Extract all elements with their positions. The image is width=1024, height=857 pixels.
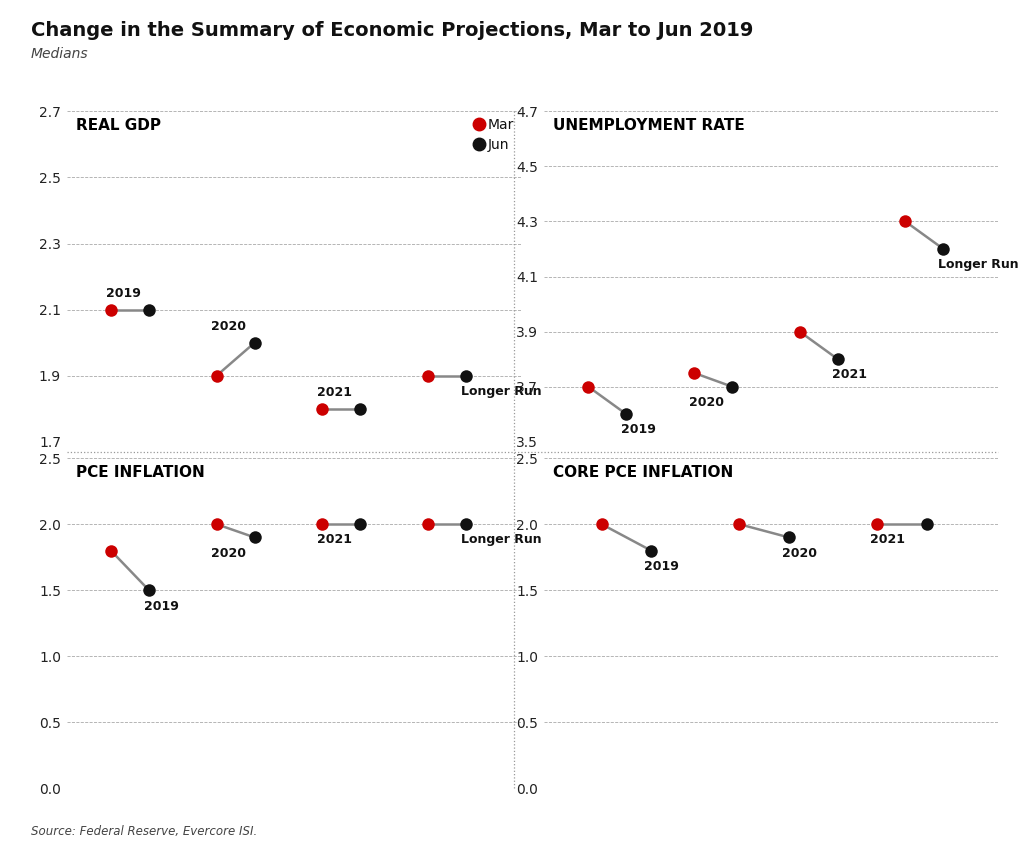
- Text: Source: Federal Reserve, Evercore ISI.: Source: Federal Reserve, Evercore ISI.: [31, 825, 257, 838]
- Text: Medians: Medians: [31, 47, 88, 61]
- Legend: Mar, Jun: Mar, Jun: [477, 118, 514, 152]
- Text: Longer Run: Longer Run: [461, 533, 542, 547]
- Text: 2019: 2019: [143, 600, 178, 613]
- Text: Change in the Summary of Economic Projections, Mar to Jun 2019: Change in the Summary of Economic Projec…: [31, 21, 753, 40]
- Text: UNEMPLOYMENT RATE: UNEMPLOYMENT RATE: [553, 118, 744, 133]
- Text: Longer Run: Longer Run: [938, 258, 1019, 272]
- Text: REAL GDP: REAL GDP: [76, 118, 161, 133]
- Text: 2019: 2019: [621, 423, 656, 436]
- Text: CORE PCE INFLATION: CORE PCE INFLATION: [553, 464, 733, 480]
- Text: Longer Run: Longer Run: [461, 385, 542, 398]
- Text: 2020: 2020: [782, 547, 817, 560]
- Text: 2021: 2021: [317, 533, 352, 547]
- Text: 2021: 2021: [317, 387, 352, 399]
- Text: 2021: 2021: [833, 369, 867, 381]
- Text: 2020: 2020: [211, 547, 247, 560]
- Text: 2020: 2020: [689, 396, 724, 409]
- Text: 2020: 2020: [211, 321, 247, 333]
- Text: 2019: 2019: [644, 560, 679, 572]
- Text: PCE INFLATION: PCE INFLATION: [76, 464, 205, 480]
- Text: 2019: 2019: [105, 287, 140, 300]
- Text: 2021: 2021: [870, 533, 905, 547]
